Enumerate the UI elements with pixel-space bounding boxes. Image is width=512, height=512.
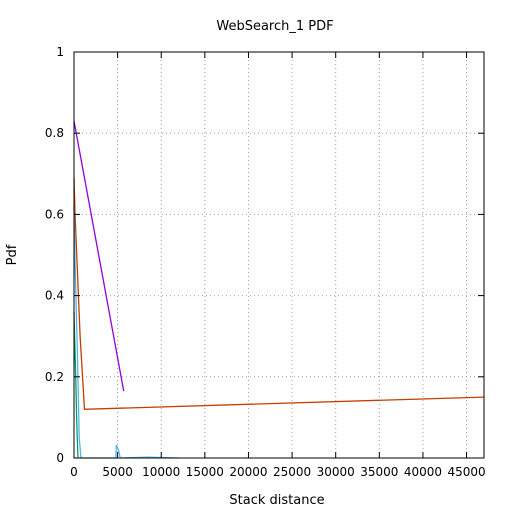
- x-tick-label: 20000: [229, 465, 267, 479]
- ticks: 0 5000 10000 15000 20000 25000 30000 35000 40000…: [45, 45, 486, 479]
- x-tick-label: 10000: [142, 465, 180, 479]
- y-tick-label: 0.6: [45, 207, 64, 221]
- series-line-2: [73, 177, 485, 410]
- plot-frame: [73, 51, 485, 459]
- x-tick-label: 15000: [186, 465, 224, 479]
- x-tick-label: 25000: [273, 465, 311, 479]
- x-tick-label: 40000: [404, 465, 442, 479]
- y-axis-label: Pdf: [5, 244, 20, 265]
- y-tick-label: 0.8: [45, 126, 64, 140]
- x-tick-label: 35000: [360, 465, 398, 479]
- x-axis-label: Stack distance: [229, 493, 324, 508]
- chart-title: WebSearch_1 PDF: [216, 19, 333, 34]
- x-tick-label: 30000: [317, 465, 355, 479]
- y-tick-label: 1: [56, 45, 64, 59]
- series-line-4: [73, 206, 179, 459]
- x-tick-label: 0: [70, 465, 78, 479]
- y-tick-label: 0.4: [45, 289, 64, 303]
- y-tick-label: 0: [56, 451, 64, 465]
- series-layer: [73, 120, 485, 459]
- x-tick-label: 5000: [102, 465, 133, 479]
- x-tick-label: 45000: [447, 465, 485, 479]
- series-line-1: [73, 120, 125, 392]
- grid: [74, 52, 484, 458]
- y-tick-label: 0.2: [45, 370, 64, 384]
